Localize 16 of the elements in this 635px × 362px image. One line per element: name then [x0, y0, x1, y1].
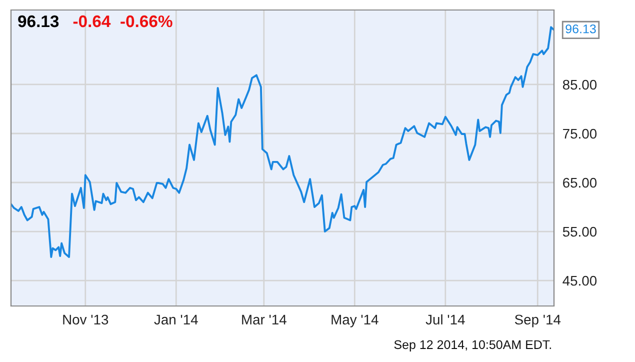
- y-tick-label: 75.00: [563, 128, 597, 139]
- x-tick-label: Mar '14: [242, 314, 286, 325]
- line-series: [11, 26, 554, 258]
- x-tick-label: Nov '13: [63, 314, 108, 325]
- text: Sep 12 2014, 10:50AM EDT.: [394, 340, 551, 352]
- y-tick-label: 55.00: [562, 226, 597, 237]
- y-tick-label: 45.00: [562, 276, 597, 286]
- x-tick-label: Sep '14: [514, 314, 561, 328]
- chart-title: 96.13: [18, 15, 59, 28]
- x-tick-label: May '14: [332, 314, 378, 328]
- y-tick-label: 85.00: [562, 80, 597, 90]
- x-tick-label: Jul '14: [426, 314, 465, 325]
- x-tick-label: Jan '14: [154, 314, 198, 325]
- chart-subtitle: -0.64 -0.66%: [73, 15, 172, 28]
- y-tick-label: 65.00: [563, 178, 597, 188]
- annotation: 96.13: [566, 24, 596, 34]
